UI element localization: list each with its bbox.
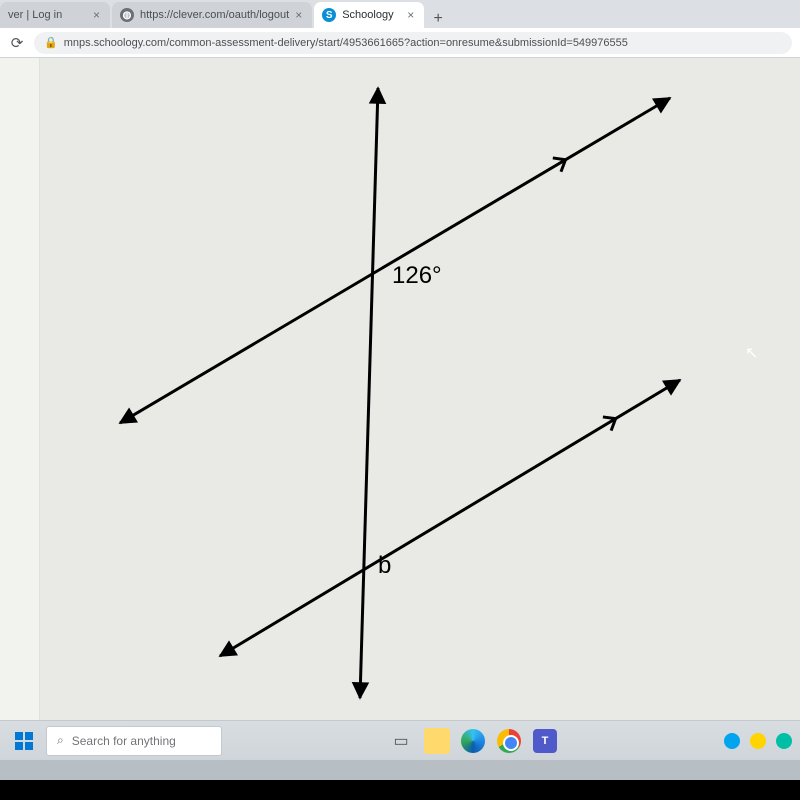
reload-button[interactable]: ⟳	[8, 34, 26, 52]
lock-icon: 🔒	[44, 36, 58, 49]
windows-taskbar: ⌕ Search for anything ▭ T	[0, 720, 800, 760]
svg-text:126°: 126°	[392, 262, 442, 289]
start-button[interactable]	[8, 725, 40, 757]
tab-schoology[interactable]: S Schoology ×	[314, 2, 424, 28]
taskbar-search[interactable]: ⌕ Search for anything	[46, 726, 222, 756]
svg-text:b: b	[378, 552, 391, 579]
schoology-icon: S	[322, 8, 336, 22]
windows-icon	[15, 732, 33, 750]
tab-clever-login[interactable]: ver | Log in ×	[0, 2, 110, 28]
tab-title: ver | Log in	[8, 9, 62, 21]
file-explorer-icon[interactable]	[424, 728, 450, 754]
screen: ver | Log in × ◍ https://clever.com/oaut…	[0, 0, 800, 780]
url-text: mnps.schoology.com/common-assessment-del…	[64, 37, 628, 49]
page-content: 126°b ↖	[0, 58, 800, 720]
tab-title: https://clever.com/oauth/logout	[140, 9, 289, 21]
tab-title: Schoology	[342, 9, 393, 21]
close-icon[interactable]: ×	[295, 8, 302, 22]
chrome-icon[interactable]	[496, 728, 522, 754]
close-icon[interactable]: ×	[93, 8, 100, 22]
tab-clever-logout[interactable]: ◍ https://clever.com/oauth/logout ×	[112, 2, 312, 28]
geometry-diagram: 126° b	[40, 58, 760, 720]
tray-icon[interactable]	[776, 733, 792, 749]
teams-icon[interactable]: T	[532, 728, 558, 754]
address-bar[interactable]: 🔒 mnps.schoology.com/common-assessment-d…	[34, 32, 792, 54]
task-view-button[interactable]: ▭	[388, 728, 414, 754]
close-icon[interactable]: ×	[407, 8, 414, 22]
globe-icon: ◍	[120, 8, 134, 22]
tray-icon[interactable]	[750, 733, 766, 749]
browser-tabstrip: ver | Log in × ◍ https://clever.com/oaut…	[0, 0, 800, 28]
browser-toolbar: ⟳ 🔒 mnps.schoology.com/common-assessment…	[0, 28, 800, 58]
tray-icon[interactable]	[724, 733, 740, 749]
search-icon: ⌕	[57, 733, 64, 748]
sidebar-sliver	[0, 58, 40, 720]
search-placeholder: Search for anything	[72, 734, 176, 748]
new-tab-button[interactable]: +	[426, 10, 450, 28]
system-tray[interactable]	[724, 733, 792, 749]
edge-icon[interactable]	[460, 728, 486, 754]
taskbar-pinned: ▭ T	[388, 728, 558, 754]
